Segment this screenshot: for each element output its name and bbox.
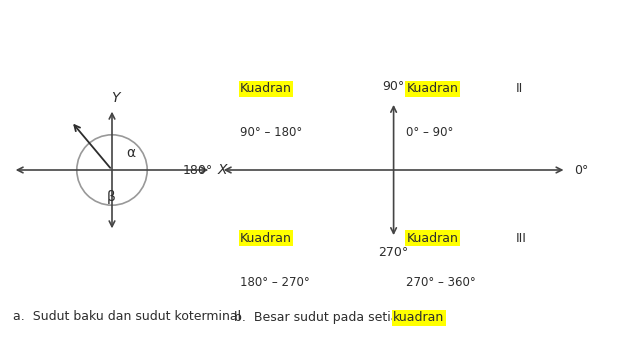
Text: 270° – 360°: 270° – 360° — [406, 276, 476, 289]
Text: kuadran: kuadran — [393, 311, 444, 324]
Text: 90°: 90° — [383, 81, 404, 94]
Text: 180° – 270°: 180° – 270° — [240, 276, 310, 289]
Text: 180°: 180° — [183, 164, 213, 176]
Text: β: β — [107, 190, 116, 204]
Text: Kuadran: Kuadran — [240, 232, 292, 245]
Text: Kuadran: Kuadran — [406, 82, 458, 95]
Text: Kuadran: Kuadran — [406, 232, 458, 245]
Text: 270°: 270° — [378, 246, 409, 259]
Text: Kuadran: Kuadran — [240, 82, 292, 95]
Text: Y: Y — [111, 91, 120, 105]
Text: X: X — [218, 163, 227, 177]
Text: III: III — [515, 232, 526, 245]
Text: b.  Besar sudut pada setiap: b. Besar sudut pada setiap — [234, 311, 410, 324]
Text: II: II — [515, 82, 523, 95]
Text: α: α — [126, 146, 135, 160]
Text: 90° – 180°: 90° – 180° — [240, 126, 302, 139]
Text: 0° – 90°: 0° – 90° — [406, 126, 454, 139]
Text: 0°: 0° — [574, 164, 588, 176]
Text: a.  Sudut baku dan sudut koterminal: a. Sudut baku dan sudut koterminal — [13, 310, 241, 323]
